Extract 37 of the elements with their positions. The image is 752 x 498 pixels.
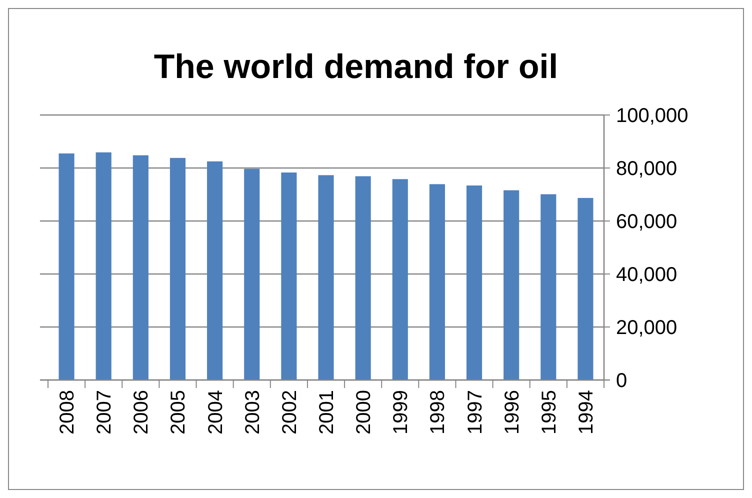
x-tick-label: 1996 [501, 390, 524, 434]
bar [540, 194, 556, 380]
y-tick-label: 80,000 [616, 158, 678, 180]
x-tick-label: 2000 [353, 390, 376, 434]
bar [58, 153, 74, 380]
bar [355, 176, 371, 380]
x-tick-label: 2003 [242, 390, 264, 434]
x-tick-label: 1997 [464, 390, 486, 434]
y-tick-label: 60,000 [616, 211, 678, 233]
x-tick-label: 1995 [538, 390, 560, 434]
x-tick-label: 1998 [427, 390, 450, 434]
x-tick-label: 2001 [316, 390, 338, 434]
x-tick-label: 2007 [94, 390, 116, 434]
bar [504, 190, 520, 380]
bar [132, 155, 148, 380]
bar [244, 168, 260, 380]
bar [207, 161, 223, 380]
x-tick-label: 2008 [56, 390, 79, 434]
x-tick-label: 2005 [168, 390, 190, 434]
bar [392, 179, 408, 380]
bar [281, 172, 297, 380]
bar [466, 185, 482, 380]
y-tick-label: 20,000 [616, 317, 678, 339]
y-tick-label: 100,000 [616, 105, 688, 127]
y-tick-label: 40,000 [616, 264, 678, 286]
bar [429, 184, 445, 380]
x-tick-label: 1994 [575, 390, 598, 434]
bar [318, 175, 334, 380]
x-tick-label: 2006 [130, 390, 153, 434]
chart-title: The world demand for oil [154, 48, 558, 86]
x-tick-label: 2002 [278, 390, 301, 434]
x-tick-label: 2004 [204, 390, 227, 434]
bar [578, 198, 594, 380]
bar [170, 158, 186, 380]
y-tick-label: 0 [616, 370, 628, 392]
bar [96, 152, 112, 380]
x-tick-label: 1999 [390, 390, 412, 434]
